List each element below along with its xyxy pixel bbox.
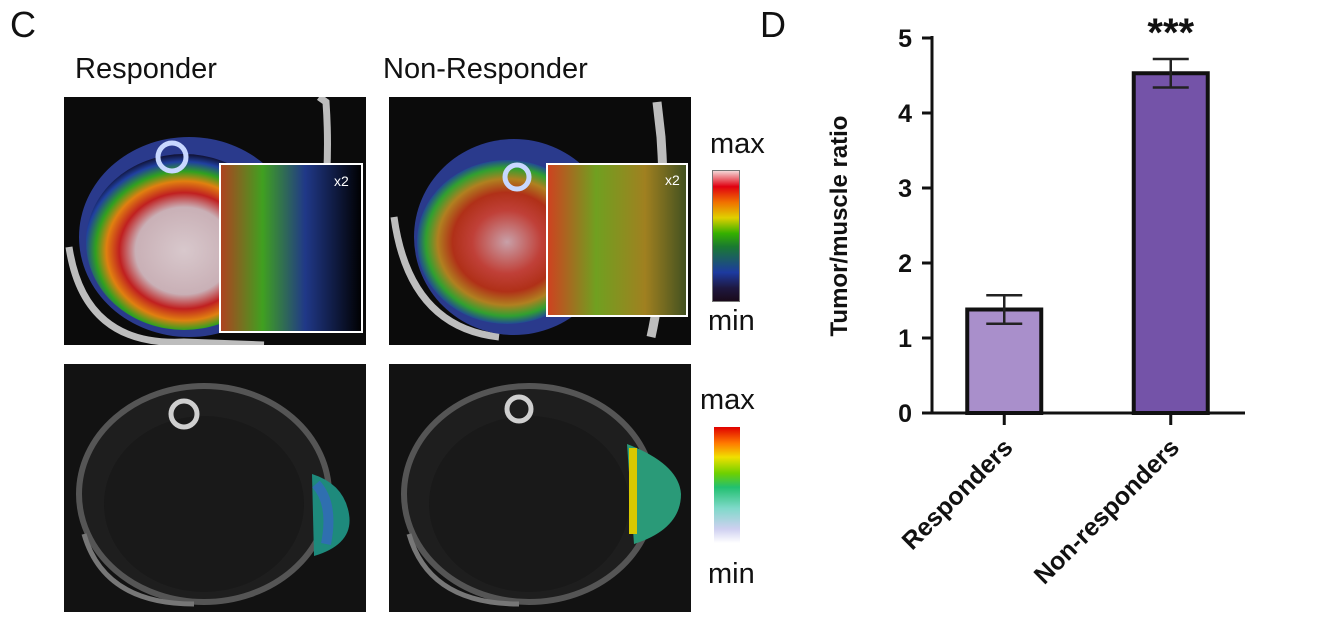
y-tick-label: 2 <box>898 250 912 278</box>
scale-bottom-min-label: min <box>708 558 755 590</box>
color-scale-top <box>712 170 740 302</box>
non-responder-ct-image <box>389 364 691 612</box>
y-tick-label: 1 <box>898 325 912 353</box>
color-scale-bottom <box>714 427 740 543</box>
non-responder-title: Non-Responder <box>383 53 588 85</box>
scale-bottom-max-label: max <box>700 384 755 416</box>
significance-annotation: *** <box>1147 11 1194 55</box>
responder-pet-image: x2 <box>64 97 366 345</box>
y-tick-label: 0 <box>898 400 912 428</box>
zoom-label-responder: x2 <box>334 173 349 189</box>
non-responder-pet-image: x2 <box>389 97 691 345</box>
bar-non-responders <box>1131 71 1210 415</box>
y-tick-label: 4 <box>898 100 912 128</box>
panel-d-letter: D <box>760 4 786 45</box>
x-tick-label: Responders <box>897 433 1019 555</box>
y-axis-label: Tumor/muscle ratio <box>826 116 853 337</box>
responder-ct-image <box>64 364 366 612</box>
y-tick-label: 3 <box>898 175 912 203</box>
y-tick-label: 5 <box>898 25 912 53</box>
bar-responders <box>965 307 1044 415</box>
responder-title: Responder <box>75 53 217 85</box>
scale-top-max-label: max <box>710 128 765 160</box>
x-tick-label: Non-responders <box>1029 433 1185 589</box>
zoom-label-non-responder: x2 <box>665 172 680 188</box>
panel-c-letter: C <box>10 4 36 45</box>
scale-top-min-label: min <box>708 305 755 337</box>
bar-chart: Tumor/muscle ratio 0 1 2 3 4 5 Responders Non-… <box>826 11 1245 590</box>
